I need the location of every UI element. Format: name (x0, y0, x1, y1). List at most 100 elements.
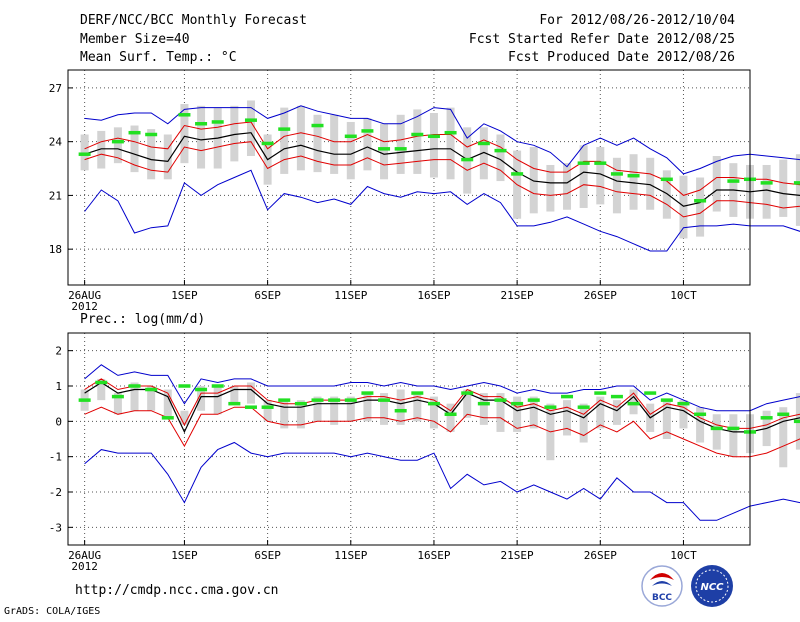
spread-box (662, 400, 671, 439)
spread-box (380, 123, 389, 180)
source-url[interactable]: http://cmdp.ncc.cma.gov.cn (75, 583, 279, 598)
ncc-logo-disc (691, 565, 733, 607)
spread-box (463, 389, 472, 418)
spread-box (629, 154, 638, 210)
spread-box (246, 382, 255, 404)
spread-box (413, 393, 422, 422)
spread-box (197, 386, 206, 411)
x-year-label: 2012 (71, 560, 98, 573)
y-tick-label: 18 (49, 243, 62, 256)
x-tick-label: 1SEP (171, 549, 198, 562)
spread-box (479, 127, 488, 180)
ensemble-mean-line (84, 132, 800, 207)
spread-box (396, 389, 405, 425)
y-tick-label: 27 (49, 82, 62, 95)
spread-box (712, 414, 721, 450)
spread-box (696, 177, 705, 237)
spread-box (762, 164, 771, 219)
variable-label: Mean Surf. Temp.: °C (80, 50, 237, 65)
ncc-logo: NCC (691, 565, 733, 607)
x-tick-label: 16SEP (417, 549, 450, 562)
spread-box (147, 386, 156, 411)
spread-box (679, 400, 688, 429)
precipitation-chart: -3 -2 -1 0 1 2 26AUG 1SEP 6SEP 11SEP 16SEP 21SEP 26S… (49, 332, 800, 573)
spread-box (330, 396, 339, 425)
spread-box (396, 114, 405, 174)
spread-box (163, 134, 172, 180)
spread-box (180, 104, 189, 164)
spread-box (363, 393, 372, 422)
spread-box (779, 407, 788, 468)
y-tick-label: 1 (55, 380, 62, 393)
spread-box (330, 114, 339, 174)
spread-box (413, 109, 422, 174)
x-tick-label: 6SEP (254, 289, 281, 302)
figure-title: DERF/NCC/BCC Monthly Forecast (80, 13, 307, 28)
spread-box (446, 107, 455, 180)
spread-box (263, 400, 272, 422)
spread-box (712, 156, 721, 212)
max-envelope-line (84, 364, 800, 412)
spread-box (779, 159, 788, 217)
spread-box (113, 393, 122, 415)
spread-box (446, 403, 455, 432)
spread-box (795, 154, 800, 226)
max-envelope-line (84, 105, 800, 175)
x-tick-label: 26AUG (68, 289, 101, 302)
spread-box (679, 175, 688, 239)
spread-box (180, 410, 189, 425)
spread-box (380, 393, 389, 425)
spread-box (629, 389, 638, 415)
bcc-logo: BCC (641, 565, 683, 607)
spread-box (280, 107, 289, 174)
spread-box (612, 157, 621, 214)
member-size: Member Size=40 (80, 32, 190, 47)
spread-box (80, 134, 89, 171)
spread-box (296, 105, 305, 171)
bcc-logo-swoosh-blue (652, 581, 672, 586)
spread-box (346, 396, 355, 422)
spread-box (496, 393, 505, 432)
spread-box (296, 400, 305, 429)
upper-sd-line (84, 121, 800, 196)
fcst-produced-date: Fcst Produced Date 2012/08/26 (508, 50, 735, 65)
x-tick-label: 26SEP (584, 289, 617, 302)
spread-box (163, 389, 172, 418)
x-tick-label: 21SEP (501, 289, 534, 302)
spread-box (646, 157, 655, 210)
lower-sd-line (84, 141, 800, 218)
x-tick-label: 26SEP (584, 549, 617, 562)
forecast-period: For 2012/08/26-2012/10/04 (539, 13, 735, 28)
plot-frame (67, 332, 751, 546)
min-envelope-line (84, 169, 800, 252)
ensemble-mean-line (84, 381, 800, 434)
grads-credit: GrADS: COLA/IGES (4, 606, 100, 617)
spread-box (197, 105, 206, 169)
spread-box (563, 400, 572, 436)
spread-box (513, 396, 522, 432)
y-tick-label: 0 (55, 415, 62, 428)
y-tick-label: -1 (49, 451, 62, 464)
lower-sd-line (84, 406, 800, 458)
spread-box (596, 396, 605, 429)
x-tick-label: 21SEP (501, 549, 534, 562)
ncc-logo-text: NCC (700, 582, 724, 593)
spread-box (130, 382, 139, 411)
spread-box (612, 400, 621, 425)
fcst-started-date: Fcst Started Refer Date 2012/08/25 (469, 32, 735, 47)
x-tick-label: 10CT (670, 289, 697, 302)
x-tick-label: 11SEP (334, 549, 367, 562)
spread-box (313, 396, 322, 422)
spread-box (130, 125, 139, 173)
x-tick-label: 16SEP (417, 289, 450, 302)
y-tick-label: 2 (55, 345, 62, 358)
y-tick-label: -3 (49, 521, 62, 534)
precip-title: Prec.: log(mm/d) (80, 312, 205, 327)
spread-box (147, 129, 156, 180)
spread-box (546, 164, 555, 212)
y-tick-label: 21 (49, 189, 62, 202)
spread-box (529, 396, 538, 429)
spread-box (662, 170, 671, 219)
